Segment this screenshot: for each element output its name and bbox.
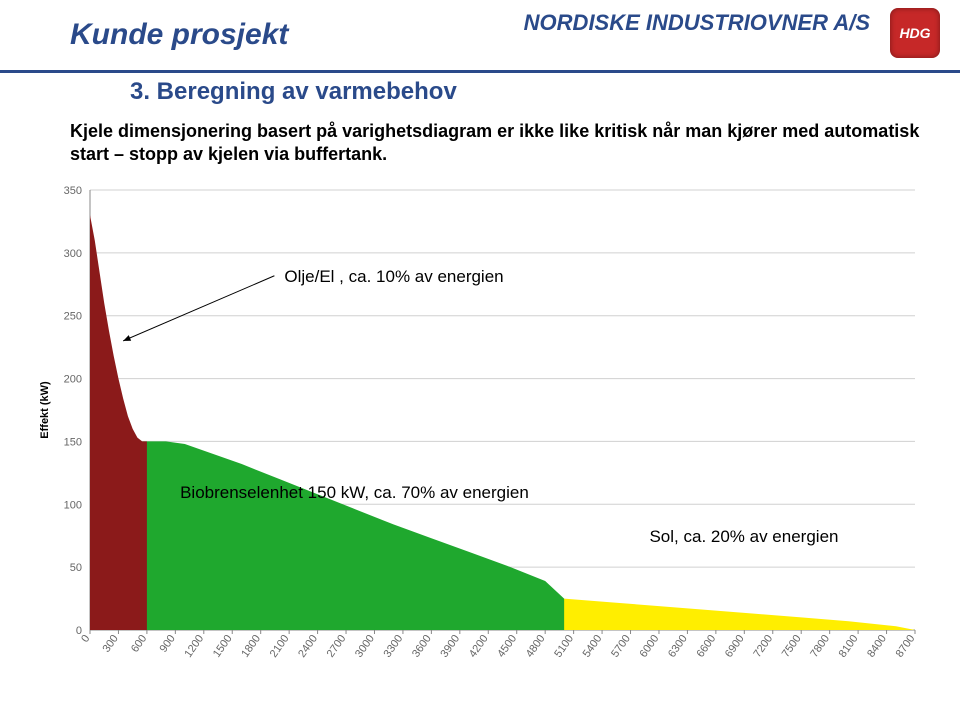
svg-text:7500: 7500 bbox=[780, 633, 804, 660]
svg-text:Sol, ca. 20% av energien: Sol, ca. 20% av energien bbox=[649, 527, 838, 546]
svg-text:300: 300 bbox=[64, 248, 82, 260]
svg-text:2700: 2700 bbox=[325, 633, 349, 660]
svg-text:6000: 6000 bbox=[638, 633, 662, 660]
svg-text:5700: 5700 bbox=[609, 633, 633, 660]
svg-text:6300: 6300 bbox=[666, 633, 690, 660]
svg-text:2100: 2100 bbox=[268, 633, 292, 660]
svg-text:3600: 3600 bbox=[410, 633, 434, 660]
svg-text:1800: 1800 bbox=[239, 633, 263, 660]
hdg-logo: HDG bbox=[890, 8, 940, 58]
svg-text:900: 900 bbox=[157, 633, 177, 655]
svg-text:6600: 6600 bbox=[694, 633, 718, 660]
svg-text:8100: 8100 bbox=[837, 633, 861, 660]
svg-text:100: 100 bbox=[64, 499, 82, 511]
svg-text:7800: 7800 bbox=[808, 633, 832, 660]
svg-text:1200: 1200 bbox=[182, 633, 206, 660]
svg-text:3300: 3300 bbox=[382, 633, 406, 660]
svg-text:3000: 3000 bbox=[353, 633, 377, 660]
svg-text:7200: 7200 bbox=[751, 633, 775, 660]
description-text: Kjele dimensjonering basert på varighets… bbox=[70, 120, 960, 167]
svg-text:50: 50 bbox=[70, 562, 82, 574]
svg-text:1500: 1500 bbox=[211, 633, 235, 660]
svg-text:8400: 8400 bbox=[865, 633, 889, 660]
svg-text:Effekt (kW): Effekt (kW) bbox=[39, 381, 51, 439]
svg-text:5100: 5100 bbox=[552, 633, 576, 660]
svg-text:3900: 3900 bbox=[438, 633, 462, 660]
svg-text:4200: 4200 bbox=[467, 633, 491, 660]
svg-text:Olje/El , ca. 10% av energien: Olje/El , ca. 10% av energien bbox=[284, 267, 503, 286]
page-title: Kunde prosjekt bbox=[70, 18, 288, 52]
svg-text:200: 200 bbox=[64, 374, 82, 386]
svg-text:250: 250 bbox=[64, 311, 82, 323]
svg-text:8700: 8700 bbox=[894, 633, 918, 660]
duration-chart: 0501001502002503003500300600900120015001… bbox=[30, 180, 930, 700]
company-name: NORDISKE INDUSTRIOVNER A/S bbox=[524, 10, 870, 36]
svg-text:150: 150 bbox=[64, 436, 82, 448]
section-subtitle: 3. Beregning av varmebehov bbox=[130, 78, 457, 106]
svg-text:2400: 2400 bbox=[296, 633, 320, 660]
svg-text:0: 0 bbox=[79, 633, 92, 645]
svg-text:4500: 4500 bbox=[495, 633, 519, 660]
svg-text:600: 600 bbox=[129, 633, 149, 655]
svg-text:5400: 5400 bbox=[581, 633, 605, 660]
svg-text:350: 350 bbox=[64, 185, 82, 197]
svg-text:6900: 6900 bbox=[723, 633, 747, 660]
svg-text:Biobrenselenhet 150 kW, ca. 70: Biobrenselenhet 150 kW, ca. 70% av energ… bbox=[180, 483, 529, 502]
svg-text:300: 300 bbox=[101, 633, 121, 655]
svg-text:4800: 4800 bbox=[524, 633, 548, 660]
